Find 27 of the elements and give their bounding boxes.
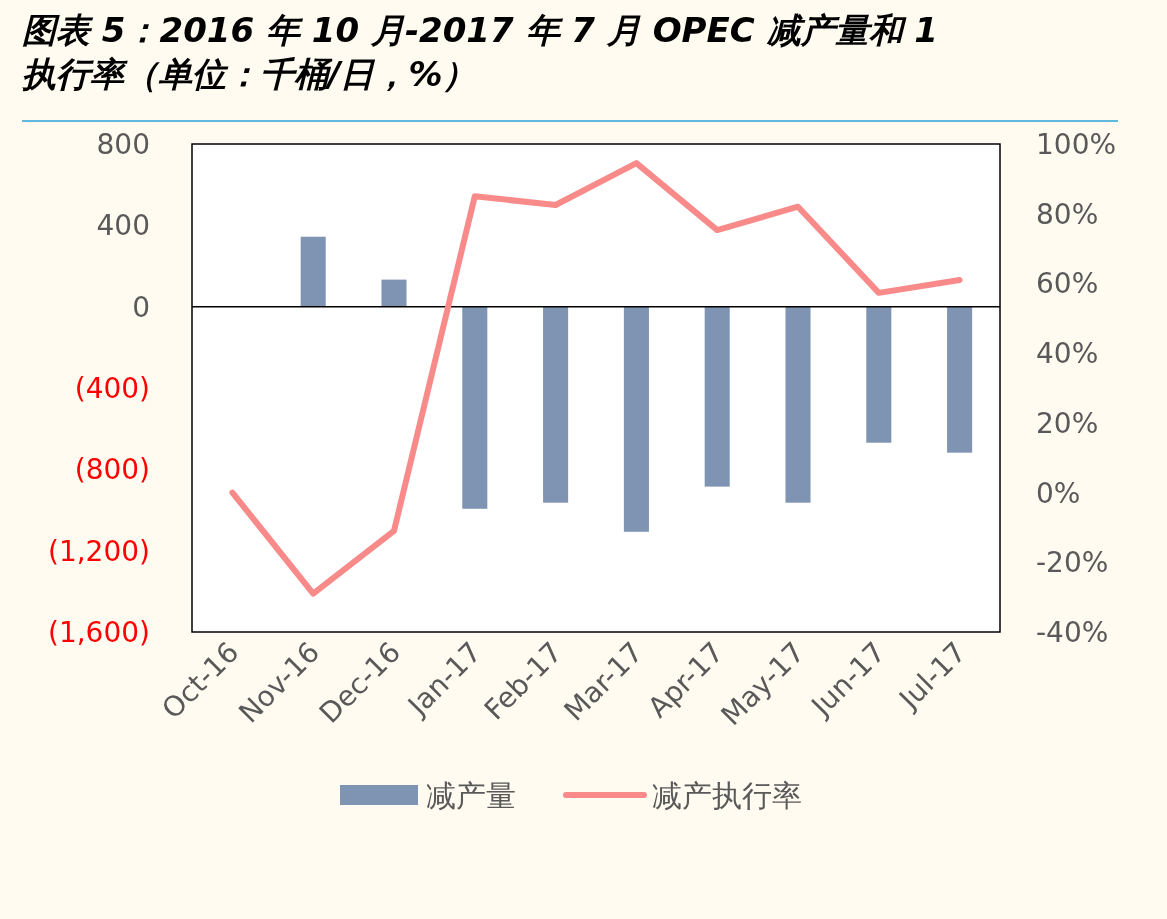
y-tick-label: (1,600): [47, 616, 150, 649]
y2-tick-label: 40%: [1036, 337, 1099, 371]
y-tick-label: 400: [96, 209, 150, 243]
y-tick-label: (400): [74, 372, 150, 405]
y-tick-label: 0: [132, 290, 150, 324]
bar: [381, 279, 407, 307]
y-tick-label: (1,200): [47, 534, 150, 568]
y2-tick-label: -20%: [1036, 546, 1109, 580]
y-tick-label: 800: [96, 128, 150, 161]
y2-tick-label: 80%: [1036, 197, 1099, 231]
bar: [300, 236, 326, 307]
legend-label: 减产量: [426, 778, 516, 813]
bar: [866, 306, 892, 443]
y2-tick-label: 0%: [1036, 476, 1081, 510]
bar: [785, 306, 811, 503]
y2-tick-label: -40%: [1036, 616, 1109, 649]
y2-tick-label: 20%: [1036, 406, 1099, 440]
bar: [462, 306, 488, 509]
bar: [543, 306, 569, 503]
y2-tick-label: 60%: [1036, 267, 1099, 301]
legend-label: 减产执行率: [652, 778, 802, 813]
y2-tick-label: 100%: [1036, 128, 1117, 161]
y-tick-label: (800): [74, 453, 150, 487]
bar: [704, 306, 730, 487]
bar: [947, 306, 973, 453]
chart-title: 图表 5：2016 年 10 月-2017 年 7 月 OPEC 减产量和 1 执行率（单位：千桶/日，%）: [21, 10, 939, 94]
bar: [623, 306, 649, 532]
